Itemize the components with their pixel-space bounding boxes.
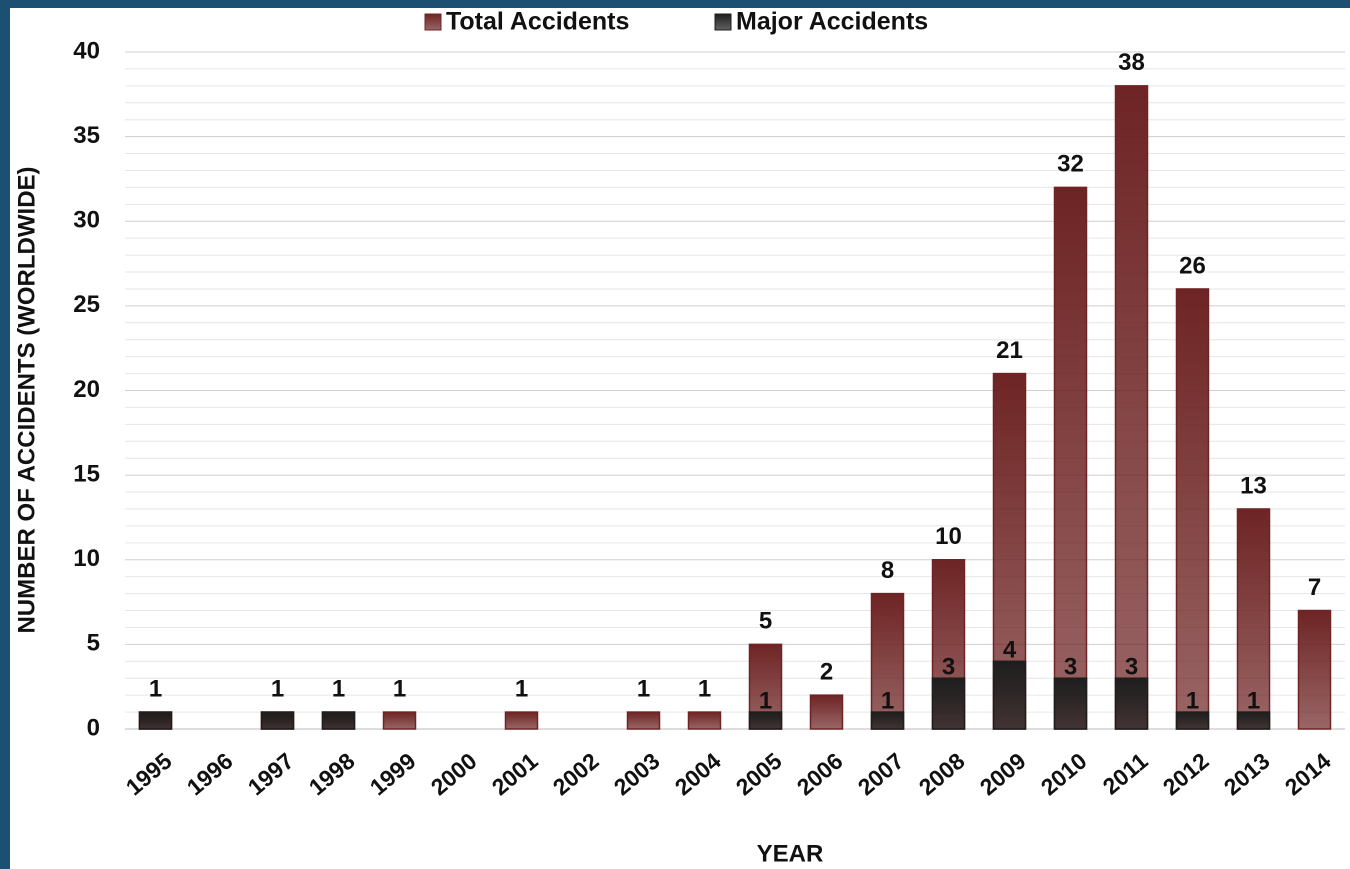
data-label: 1	[1186, 687, 1199, 714]
y-axis-title: NUMBER OF ACCIDENTS (WORLDWIDE)	[13, 166, 40, 633]
bar	[931, 677, 966, 730]
data-label: 7	[1308, 574, 1321, 601]
data-label: 1	[637, 675, 650, 702]
bar	[1175, 288, 1210, 730]
bar	[992, 660, 1027, 730]
data-label: 1	[332, 675, 345, 702]
chart-background	[10, 8, 1350, 869]
bar	[626, 711, 661, 730]
y-tick-label: 35	[73, 122, 100, 149]
data-label: 1	[393, 675, 406, 702]
bar	[382, 711, 417, 730]
y-tick-label: 30	[73, 207, 100, 234]
y-tick-label: 10	[73, 545, 100, 572]
bar	[1053, 677, 1088, 730]
data-label: 4	[1003, 637, 1017, 664]
data-label: 3	[942, 654, 955, 681]
y-tick-label: 20	[73, 376, 100, 403]
data-label: 2	[820, 658, 833, 685]
data-label: 10	[935, 523, 962, 550]
y-tick-label: 25	[73, 291, 100, 318]
data-label: 1	[515, 675, 528, 702]
bar	[1114, 85, 1149, 730]
data-label: 1	[271, 675, 284, 702]
data-label: 32	[1057, 151, 1084, 178]
data-label: 1	[759, 687, 772, 714]
bar	[260, 711, 295, 730]
bar	[687, 711, 722, 730]
data-label: 13	[1240, 472, 1267, 499]
data-label: 1	[881, 687, 894, 714]
data-label: 26	[1179, 252, 1206, 279]
y-tick-label: 0	[87, 714, 100, 741]
data-label: 3	[1064, 654, 1077, 681]
legend-label: Major Accidents	[736, 8, 928, 36]
bar	[1297, 609, 1332, 730]
data-label: 1	[698, 675, 711, 702]
x-axis-title: YEAR	[757, 840, 824, 867]
y-tick-label: 40	[73, 37, 100, 64]
legend-label: Total Accidents	[446, 8, 629, 36]
data-label: 1	[1247, 687, 1260, 714]
bar	[138, 711, 173, 730]
data-label: 5	[759, 608, 772, 635]
bar	[1175, 711, 1210, 730]
data-label: 38	[1118, 49, 1145, 76]
legend-swatch	[424, 13, 442, 31]
bar	[1114, 677, 1149, 730]
y-tick-label: 5	[87, 630, 100, 657]
y-tick-label: 15	[73, 460, 100, 487]
bar	[870, 711, 905, 730]
bar	[321, 711, 356, 730]
data-label: 3	[1125, 654, 1138, 681]
bar	[1053, 186, 1088, 730]
data-label: 21	[996, 337, 1023, 364]
bar	[809, 694, 844, 730]
bar	[504, 711, 539, 730]
data-label: 8	[881, 557, 894, 584]
bar	[748, 711, 783, 730]
bar	[1236, 711, 1271, 730]
data-label: 1	[149, 675, 162, 702]
legend-swatch	[714, 13, 732, 31]
